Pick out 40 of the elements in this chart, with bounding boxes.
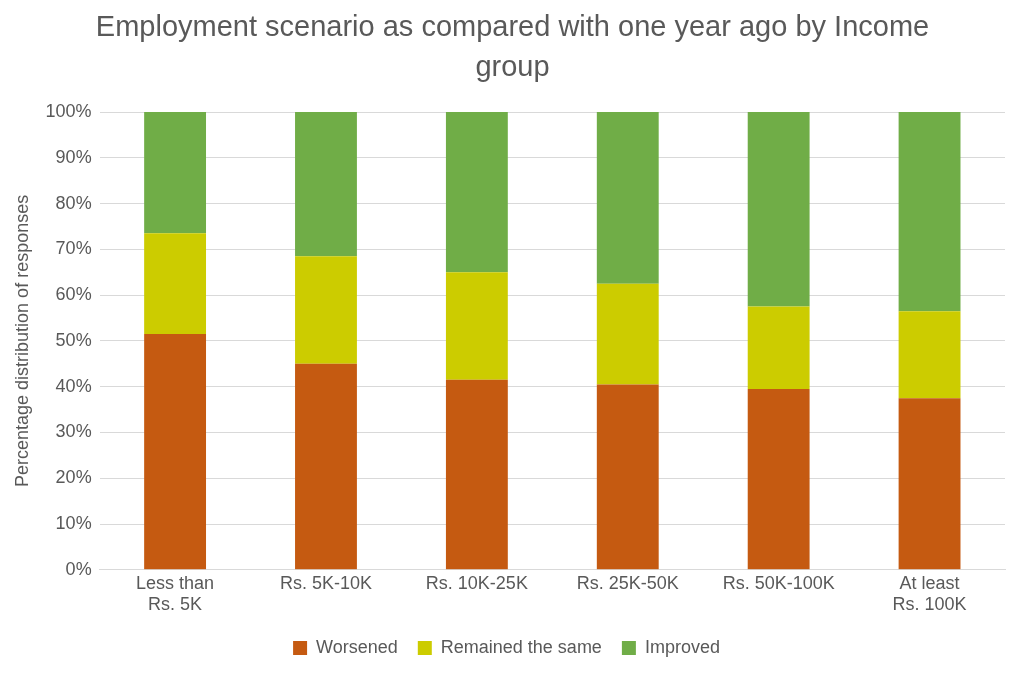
bar — [144, 233, 207, 335]
bar — [596, 283, 659, 385]
bar — [295, 112, 357, 257]
y-tick-label: 10% — [55, 512, 92, 533]
y-tick-label: 30% — [55, 421, 92, 442]
bar — [295, 363, 357, 570]
y-tick-label: 20% — [55, 467, 92, 488]
bar — [898, 311, 961, 399]
y-tick-label: 90% — [55, 146, 92, 167]
chart-title: Employment scenario as compared with one year ago by Income group — [94, 9, 931, 84]
x-tick-label: Rs. 5K-10K — [279, 572, 372, 593]
bar — [747, 306, 810, 389]
bar — [445, 112, 508, 273]
bar — [898, 398, 961, 570]
bar — [898, 112, 961, 312]
y-tick-label: 80% — [55, 192, 92, 213]
legend-label: Worsened — [316, 636, 398, 657]
bar — [747, 388, 810, 570]
x-tick-label: At least Rs. 100K — [892, 572, 967, 615]
bar — [596, 384, 659, 570]
legend-label: Remained the same — [440, 636, 602, 657]
y-tick-label: 100% — [45, 100, 92, 121]
bar — [445, 272, 508, 380]
bar — [144, 334, 207, 570]
x-tick-label: Rs. 25K-50K — [576, 572, 679, 593]
bar — [445, 379, 508, 570]
y-tick-label: 70% — [55, 238, 92, 259]
bar — [747, 112, 810, 307]
y-tick-label: 60% — [55, 284, 92, 305]
x-tick-label: Rs. 50K-100K — [722, 572, 835, 593]
y-tick-label: 0% — [65, 558, 92, 579]
legend-label: Improved — [644, 636, 720, 657]
bar — [295, 256, 357, 364]
y-axis-title: Percentage distribution of responses — [11, 194, 32, 487]
x-tick-label: Rs. 10K-25K — [425, 572, 528, 593]
bar — [596, 112, 659, 284]
y-tick-label: 40% — [55, 375, 92, 396]
x-tick-label: Less than Rs. 5K — [136, 572, 215, 615]
y-tick-label: 50% — [55, 329, 92, 350]
bar — [144, 112, 207, 234]
